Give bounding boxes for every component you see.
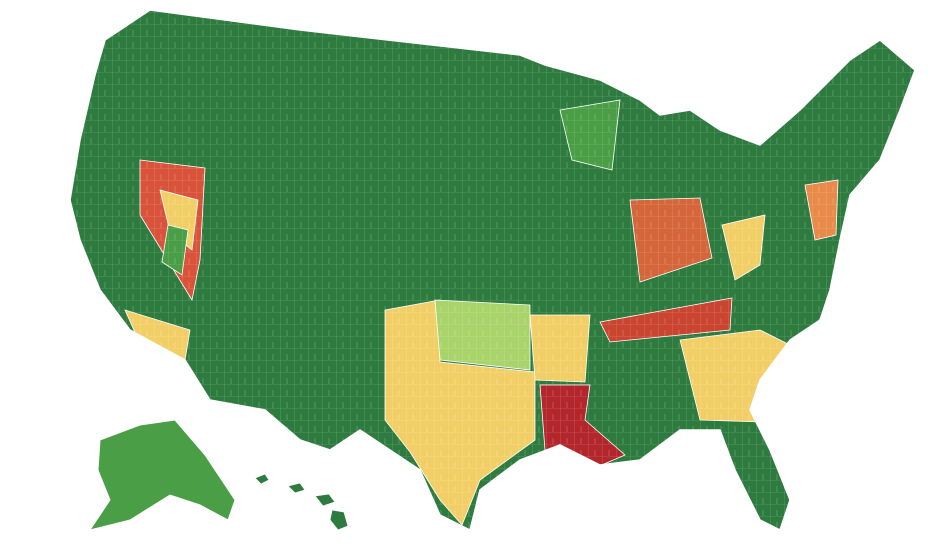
- us-outline: [69, 9, 916, 532]
- hawaii-island: [314, 493, 336, 507]
- hawaii-island: [254, 473, 270, 485]
- hawaii-island: [329, 509, 349, 531]
- hawaii-island: [287, 482, 306, 494]
- alaska: [88, 419, 236, 531]
